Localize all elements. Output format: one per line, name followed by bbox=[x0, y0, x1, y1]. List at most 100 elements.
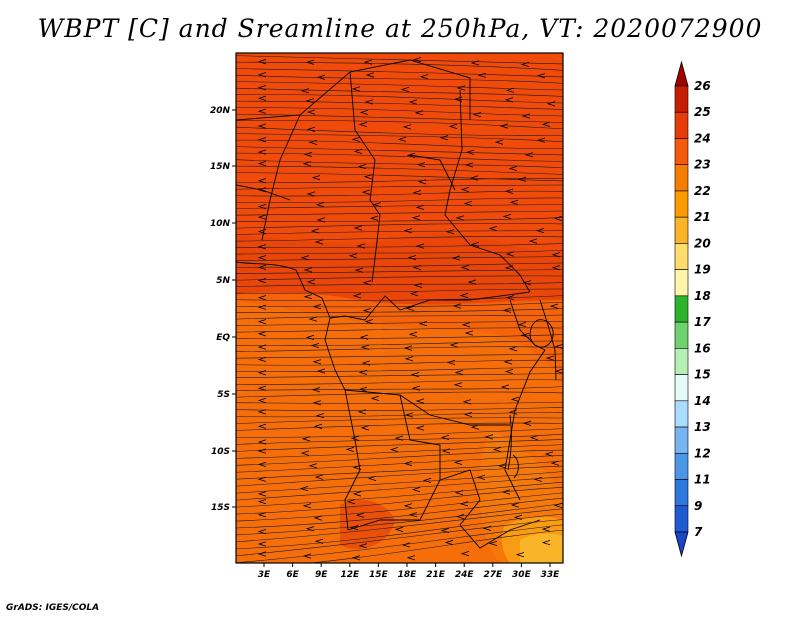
colorbar-label: 11 bbox=[694, 473, 711, 487]
streamline-arrow bbox=[257, 397, 267, 404]
streamline bbox=[236, 513, 563, 550]
streamline-arrow bbox=[459, 501, 469, 507]
streamline bbox=[236, 334, 563, 340]
streamline-arrow bbox=[505, 251, 515, 257]
streamline-arrow bbox=[411, 215, 421, 221]
streamline-arrow bbox=[257, 304, 267, 310]
streamline-arrow bbox=[522, 280, 532, 286]
streamline-arrow bbox=[482, 525, 492, 531]
streamline-arrow bbox=[419, 74, 429, 80]
streamline-arrow bbox=[305, 526, 315, 532]
streamline-arrow bbox=[364, 318, 374, 325]
colorbar-swatch bbox=[674, 295, 689, 323]
streamline-arrow bbox=[520, 61, 530, 68]
streamline-arrow bbox=[397, 136, 407, 142]
streamline bbox=[236, 94, 563, 104]
streamline-arrow bbox=[503, 359, 513, 365]
streamline-arrow bbox=[535, 228, 545, 234]
lat-tick-label: 15S bbox=[211, 503, 230, 513]
streamline-arrow bbox=[351, 555, 361, 561]
streamline-arrow bbox=[257, 423, 267, 429]
streamline bbox=[236, 269, 563, 274]
colorbar-swatch bbox=[674, 85, 689, 113]
streamline-arrow bbox=[529, 435, 539, 441]
streamline-arrow bbox=[409, 291, 419, 297]
streamline-arrow bbox=[513, 514, 523, 520]
streamline-arrow bbox=[314, 538, 324, 544]
streamline bbox=[236, 107, 563, 117]
streamline-arrow bbox=[302, 553, 312, 559]
streamline-arrow bbox=[541, 121, 551, 127]
streamline-arrow bbox=[257, 264, 267, 270]
streamline bbox=[236, 465, 563, 487]
streamline bbox=[236, 223, 563, 229]
streamline-arrow bbox=[470, 241, 480, 248]
streamline-arrow bbox=[505, 87, 515, 93]
colorbar-label: 21 bbox=[694, 210, 711, 224]
streamline-arrow bbox=[446, 359, 456, 366]
streamline-arrow bbox=[400, 86, 410, 93]
streamline-arrow bbox=[359, 334, 369, 340]
streamline-arrow bbox=[510, 502, 520, 508]
streamline-arrow bbox=[401, 542, 411, 548]
streamline bbox=[236, 61, 563, 71]
streamline-arrow bbox=[306, 109, 316, 115]
streamline-arrow bbox=[408, 331, 418, 337]
streamline-arrow bbox=[257, 214, 267, 220]
streamline-arrow bbox=[257, 278, 267, 284]
colorbar-label: 13 bbox=[694, 420, 711, 434]
streamline-arrow bbox=[406, 152, 416, 158]
map-panel bbox=[236, 53, 563, 563]
streamline-arrow bbox=[545, 355, 555, 361]
streamline-arrow bbox=[351, 86, 361, 92]
streamline-arrow bbox=[488, 540, 498, 547]
streamline-arrow bbox=[257, 491, 267, 497]
streamline-arrow bbox=[441, 448, 451, 454]
streamline-arrow bbox=[310, 228, 320, 234]
streamline-arrow bbox=[257, 409, 267, 415]
streamline bbox=[236, 165, 563, 175]
streamline-arrow bbox=[257, 85, 267, 91]
streamline-arrow bbox=[497, 463, 507, 469]
streamline-arrow bbox=[303, 151, 313, 157]
streamline-arrow bbox=[299, 485, 309, 492]
streamline-arrow bbox=[414, 110, 424, 116]
streamline-arrow bbox=[257, 541, 267, 547]
streamline-arrow bbox=[467, 279, 477, 285]
streamline-arrow bbox=[415, 243, 425, 249]
streamline-arrow bbox=[312, 359, 322, 365]
colorbar-label: 23 bbox=[694, 158, 711, 172]
streamline-arrow bbox=[257, 244, 267, 250]
streamline-arrow bbox=[488, 225, 498, 232]
streamline-arrow bbox=[367, 475, 377, 482]
streamline-arrow bbox=[351, 136, 361, 143]
streamline-arrow bbox=[501, 489, 511, 495]
lon-tick-label: 27E bbox=[483, 570, 503, 580]
streamline bbox=[236, 113, 563, 123]
streamline-arrow bbox=[359, 109, 369, 115]
streamline bbox=[236, 460, 563, 480]
streamline bbox=[236, 230, 563, 235]
streamline-arrow bbox=[370, 395, 380, 401]
streamline bbox=[236, 74, 563, 84]
streamline-arrow bbox=[356, 243, 366, 249]
streamline-arrow bbox=[476, 474, 486, 480]
colorbar-swatch bbox=[674, 321, 689, 349]
colorbar-label: 18 bbox=[694, 289, 711, 303]
streamline-arrow bbox=[257, 461, 267, 468]
streamline-arrow bbox=[472, 112, 482, 118]
streamline-arrow bbox=[410, 372, 420, 378]
streamline-arrow bbox=[413, 282, 423, 288]
streamline-arrow bbox=[502, 213, 512, 220]
streamline-arrow bbox=[257, 72, 267, 78]
streamline-arrow bbox=[316, 217, 326, 223]
streamline-arrow bbox=[484, 434, 494, 440]
streamline-arrow bbox=[349, 525, 359, 531]
streamline-arrow bbox=[422, 477, 432, 484]
streamline-arrow bbox=[306, 126, 316, 132]
streamline-arrow bbox=[451, 255, 461, 261]
streamline-arrow bbox=[463, 411, 473, 418]
streamline-arrow bbox=[408, 99, 418, 105]
streamline-arrow bbox=[461, 322, 471, 328]
